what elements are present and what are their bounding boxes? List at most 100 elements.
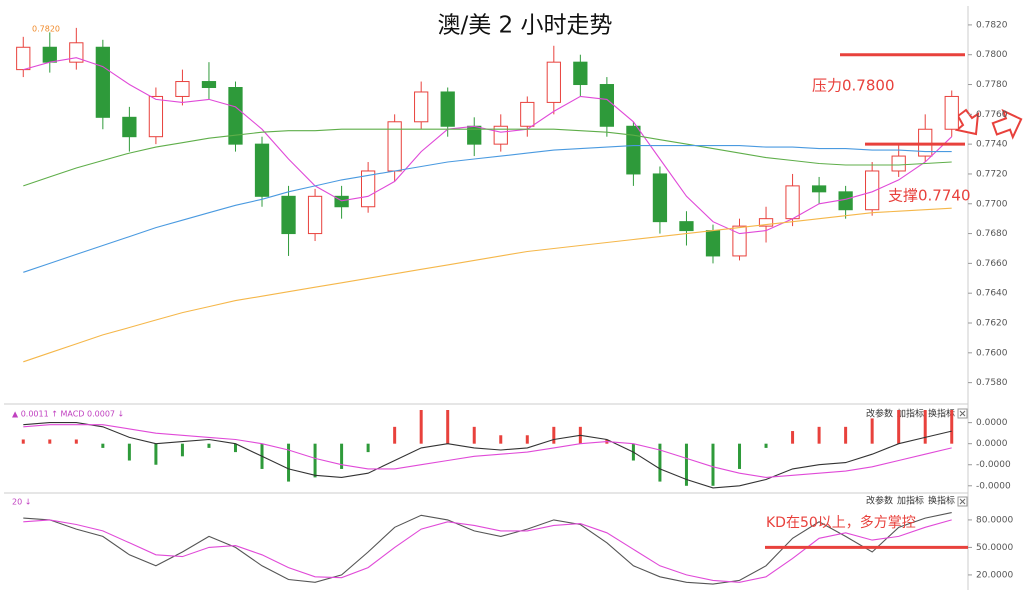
macd-bar xyxy=(419,410,423,444)
level-label: 压力0.7800 xyxy=(812,77,895,95)
y-tick-label: -0.0000 xyxy=(976,481,1011,491)
candle-body xyxy=(520,101,535,127)
macd-bar xyxy=(738,443,742,469)
macd-bar xyxy=(525,435,529,444)
toolbar-button[interactable]: 改参数 xyxy=(866,495,893,507)
macd-bar xyxy=(897,410,901,444)
macd-bar xyxy=(791,431,795,444)
candle-body xyxy=(440,91,455,127)
candle-body xyxy=(891,155,906,172)
macd-bar xyxy=(684,443,688,486)
y-tick-label: 0.7620 xyxy=(976,319,1008,329)
macd-bar xyxy=(340,443,344,469)
candle-body xyxy=(705,230,721,257)
moving-average xyxy=(23,128,952,187)
candle-body xyxy=(360,170,376,208)
y-tick-label: 0.7600 xyxy=(976,348,1008,358)
candle-body xyxy=(758,218,774,227)
macd-bar xyxy=(74,439,78,444)
candle-body xyxy=(95,46,110,118)
y-tick-label: 0.7680 xyxy=(976,229,1008,239)
y-tick-label: 0.7760 xyxy=(976,110,1008,120)
macd-header: ▲ 0.0011 ↑ MACD 0.0007 ↓ xyxy=(12,410,124,419)
candle-body xyxy=(652,173,668,223)
kd-line xyxy=(23,512,952,585)
macd-bar xyxy=(207,443,211,448)
candle-body xyxy=(811,185,827,193)
y-tick-label: 50.0000 xyxy=(976,543,1013,553)
macd-bar xyxy=(817,426,821,444)
macd-bar xyxy=(764,443,768,448)
moving-average xyxy=(23,145,952,273)
candle-body xyxy=(307,195,323,235)
kd-header: 20 ↓ xyxy=(12,498,31,507)
y-tick-label: 0.0000 xyxy=(976,439,1008,449)
y-tick-label: 0.7640 xyxy=(976,289,1008,299)
candle-body xyxy=(573,61,588,86)
toolbar-button[interactable]: 改参数 xyxy=(866,408,893,420)
candle-body xyxy=(122,116,137,138)
macd-bar xyxy=(499,435,503,444)
candle-body xyxy=(334,195,349,208)
candle-body xyxy=(175,81,190,97)
y-tick-label: 0.7580 xyxy=(976,378,1008,388)
kd-line xyxy=(23,519,952,583)
candle-body xyxy=(732,225,747,257)
macd-bar xyxy=(21,439,25,444)
high-label: 0.7820 xyxy=(32,25,60,34)
kd-annotation: KD在50以上，多方掌控 xyxy=(766,514,916,531)
macd-bar xyxy=(101,443,105,448)
candle-body xyxy=(16,46,31,71)
toolbar-button[interactable]: 换指标 xyxy=(928,495,955,507)
y-tick-label: 0.7820 xyxy=(976,20,1008,30)
macd-bar xyxy=(48,439,52,444)
candle-body xyxy=(944,95,959,130)
macd-bar xyxy=(366,443,370,453)
y-tick-label: 0.7660 xyxy=(976,259,1008,269)
candle-body xyxy=(228,87,243,145)
level-label: 支撑0.7740 xyxy=(888,187,971,205)
candle-body xyxy=(254,143,270,197)
macd-bar xyxy=(127,443,131,461)
macd-bar xyxy=(658,443,662,482)
candle-body xyxy=(838,191,853,211)
macd-line xyxy=(23,424,952,478)
toolbar-button[interactable]: 加指标 xyxy=(897,408,924,420)
y-tick-label: 0.0000 xyxy=(976,418,1008,428)
macd-bar xyxy=(180,443,184,457)
candle-body xyxy=(69,42,84,63)
chart-title: 澳/美 2 小时走势 xyxy=(437,13,612,39)
macd-bar xyxy=(233,443,237,453)
toolbar-button[interactable]: 加指标 xyxy=(897,495,924,507)
macd-bar xyxy=(313,443,317,478)
candle-body xyxy=(281,195,296,235)
candle-body xyxy=(785,185,800,220)
toolbar-button[interactable]: 换指标 xyxy=(928,408,955,420)
macd-bar xyxy=(844,426,848,444)
y-tick-label: 0.7700 xyxy=(976,199,1008,209)
macd-line xyxy=(23,422,952,489)
candle-body xyxy=(42,46,57,63)
candle-body xyxy=(414,91,429,123)
y-tick-label: -0.0000 xyxy=(976,460,1011,470)
close-button[interactable] xyxy=(957,408,968,419)
y-tick-label: 0.7720 xyxy=(976,169,1008,179)
candle-body xyxy=(679,221,694,232)
direction-arrows xyxy=(954,108,1023,140)
close-button[interactable] xyxy=(957,496,968,507)
macd-bar xyxy=(923,410,927,444)
y-tick-label: 0.7780 xyxy=(976,80,1008,90)
macd-bar xyxy=(446,410,450,444)
macd-bar xyxy=(950,410,954,444)
moving-average xyxy=(23,207,952,363)
candle-body xyxy=(865,170,880,211)
macd-bar xyxy=(287,443,291,482)
candle-body xyxy=(493,125,508,145)
macd-bar xyxy=(154,443,158,465)
candle-body xyxy=(626,125,641,175)
candle-body xyxy=(201,81,217,89)
candle-body xyxy=(148,95,164,138)
y-tick-label: 0.7740 xyxy=(976,140,1008,150)
